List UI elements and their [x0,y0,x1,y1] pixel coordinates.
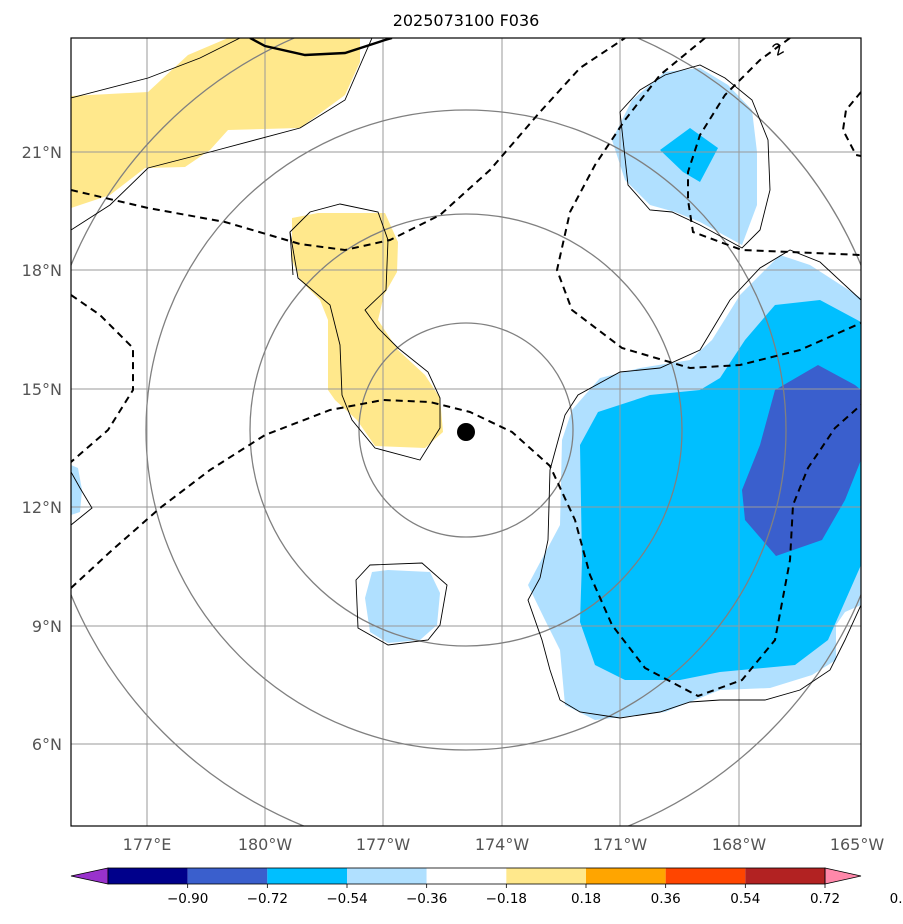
colorbar-bin [426,868,507,884]
storm-center-marker [457,423,475,441]
lon-label: 180°W [238,835,293,854]
figure-title: 2025073100 F036 [393,11,540,30]
colorbar-bin [267,868,347,884]
dashed-contours [71,38,861,698]
outline-contours [71,38,861,719]
lon-label: 174°W [475,835,530,854]
colorbar-bin [347,868,427,884]
latitude-labels: 21°N 18°N 15°N 12°N 9°N 6°N [22,143,62,754]
colorbar: −0.90 −0.72 −0.54 −0.36 −0.18 0.18 0.36 0.54 0.7… [70,867,903,907]
lat-label: 21°N [22,143,62,162]
colorbar-tick-label: 0.18 [571,891,601,907]
colorbar-bin [586,868,666,884]
lat-label: 15°N [22,380,62,399]
colorbar-bin [108,868,188,884]
gridlines [71,38,861,826]
colorbar-tick-label: −0.72 [247,891,288,907]
map-frame [70,37,862,827]
colorbar-tick-label: −0.36 [406,891,447,907]
colorbar-tick-label: 0.90 [890,891,903,907]
colorbar-outline [107,867,826,885]
colorbar-tick-label: 0.72 [810,891,840,907]
colorbar-extend-low [70,867,109,885]
colorbar-tick-label: −0.18 [486,891,527,907]
lon-label: 168°W [712,835,767,854]
colorbar-tick-label: −0.54 [326,891,367,907]
lat-label: 18°N [22,261,62,280]
colorbar-tick-label: 0.36 [651,891,681,907]
longitude-labels: 177°E 180°W 177°W 174°W 171°W 168°W 165°… [123,835,885,854]
colorbar-extend-high [824,867,862,885]
lon-label: 171°W [593,835,648,854]
colorbar-bin [506,868,586,884]
lon-label: 165°W [830,835,885,854]
lat-label: 12°N [22,498,62,517]
lon-label: 177°E [123,835,172,854]
lon-label: 177°W [356,835,411,854]
colorbar-tick-label: −0.90 [167,891,208,907]
colorbar-tick-label: 0.54 [730,891,760,907]
range-rings [71,38,861,826]
lat-label: 9°N [32,617,62,636]
colorbar-bin [745,868,825,884]
lat-label: 6°N [32,735,62,754]
solid-contour [249,38,393,57]
colorbar-bin [187,868,268,884]
shading-positive [71,38,443,448]
shading-negative [71,68,861,720]
colorbar-bin [665,868,746,884]
map-panel: 2 [71,38,861,826]
